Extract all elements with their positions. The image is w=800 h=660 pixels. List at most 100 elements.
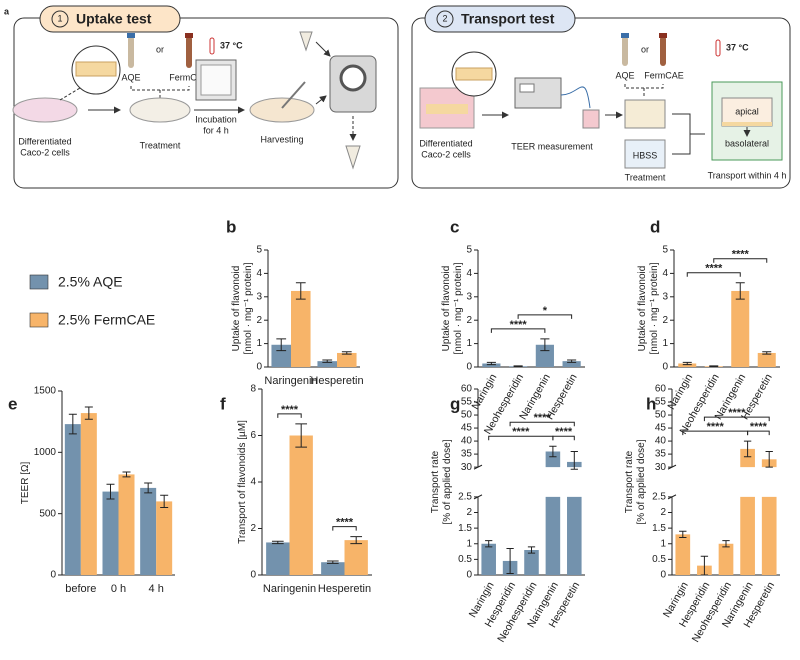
significance-bracket <box>703 416 770 422</box>
significance-bracket <box>686 272 741 277</box>
beaker <box>624 139 666 169</box>
label: Differentiated <box>419 138 472 148</box>
panel-label: c <box>450 217 459 236</box>
error-bar <box>326 560 339 564</box>
bar <box>761 496 777 575</box>
well <box>582 109 600 129</box>
y-tick-label: 1 <box>662 338 668 349</box>
significance-label: **** <box>705 263 723 275</box>
label: 37 °C <box>220 40 243 50</box>
y-axis-label: [nmol · mg⁻¹ protein] <box>243 262 254 354</box>
teer-meter <box>514 77 562 109</box>
panel-label: a <box>4 6 10 16</box>
dish <box>249 97 315 123</box>
panel-label: e <box>8 394 17 413</box>
bar <box>80 413 97 575</box>
error-bar <box>540 338 550 352</box>
y-tick-label: 2.5 <box>652 492 666 503</box>
cable <box>560 86 591 109</box>
bracket <box>672 113 705 155</box>
chart: g 0 0.5 1 1.5 2 2.5 30 35 40 45 50 55 60 Transport rat… <box>430 384 585 645</box>
tube <box>660 36 666 66</box>
significance-label: * <box>543 305 548 317</box>
tube <box>345 145 361 170</box>
error-bar <box>341 351 352 355</box>
bar <box>731 290 750 367</box>
label: or <box>156 44 164 54</box>
significance-label: **** <box>510 319 528 331</box>
bar <box>757 352 776 367</box>
significance-bracket <box>517 314 573 319</box>
significance-label: **** <box>707 421 725 433</box>
tube <box>299 31 313 52</box>
bracket <box>624 84 664 96</box>
error-bar <box>68 413 77 435</box>
error-bar <box>486 361 496 366</box>
panel-label: g <box>450 394 460 413</box>
label: TEER measurement <box>511 141 593 151</box>
y-axis-label: Uptake of flavonoid <box>441 266 452 352</box>
label: Caco-2 cells <box>20 147 70 157</box>
y-tick-label: 0 <box>256 362 262 373</box>
label: basolateral <box>725 138 769 148</box>
error-bar <box>549 445 557 458</box>
tube <box>622 36 628 66</box>
y-tick-label: 1000 <box>34 447 57 458</box>
y-tick-label: 4 <box>250 477 256 488</box>
incubator-door <box>200 64 232 96</box>
x-tick-label: Naringenin <box>264 375 317 387</box>
cells <box>455 67 493 81</box>
label: for 4 h <box>203 125 229 135</box>
y-tick-label: 5 <box>662 245 668 256</box>
bar <box>289 435 313 575</box>
significance-label: **** <box>728 407 746 419</box>
y-tick-label: 0 <box>250 570 256 581</box>
label: AQE <box>615 70 634 80</box>
uptake-title: Uptake test <box>76 11 152 27</box>
y-axis-label: [nmol · mg⁻¹ protein] <box>453 262 464 354</box>
thermometer <box>209 37 215 55</box>
dish <box>129 97 191 123</box>
y-tick-label: 0 <box>466 570 472 581</box>
arrow <box>315 95 327 105</box>
tube <box>186 36 192 68</box>
x-tick-label: Hesperetin <box>318 583 371 595</box>
y-tick-label: 4 <box>662 268 668 279</box>
panel-label: f <box>220 394 226 413</box>
y-tick-label: 55 <box>461 397 473 408</box>
cap <box>127 33 135 38</box>
label: Harvesting <box>260 134 303 144</box>
bar <box>156 501 173 575</box>
label: HBSS <box>633 150 658 160</box>
y-tick-label: 1 <box>466 338 472 349</box>
y-tick-label: 0 <box>466 362 472 373</box>
error-bar <box>567 359 577 363</box>
error-bar <box>735 282 745 300</box>
bar <box>718 543 734 575</box>
y-axis-label: Uptake of flavonoid <box>231 266 242 352</box>
y-tick-label: 1500 <box>34 386 57 397</box>
y-tick-label: 1 <box>660 538 666 549</box>
bar <box>481 543 496 575</box>
y-tick-label: 1.5 <box>652 523 666 534</box>
y-tick-label: 8 <box>250 384 256 395</box>
y-tick-label: 1 <box>256 338 262 349</box>
transport-box <box>411 17 791 189</box>
y-tick-label: 60 <box>461 384 473 395</box>
panel-label: b <box>226 217 236 236</box>
y-tick-label: 40 <box>655 436 667 447</box>
y-tick-label: 50 <box>655 410 667 421</box>
y-tick-label: 45 <box>461 423 473 434</box>
error-bar <box>762 351 772 355</box>
y-tick-label: 30 <box>655 462 667 473</box>
y-tick-label: 30 <box>461 462 473 473</box>
insert <box>721 97 773 127</box>
significance-label: **** <box>750 421 768 433</box>
bar <box>740 448 755 468</box>
y-tick-label: 35 <box>655 449 667 460</box>
label: Differentiated <box>18 136 71 146</box>
chart: e 0 500 1000 1500 TEER [Ω] before 0 h 4 h <box>8 386 175 595</box>
cells <box>722 122 772 126</box>
legend-swatch <box>29 274 49 290</box>
